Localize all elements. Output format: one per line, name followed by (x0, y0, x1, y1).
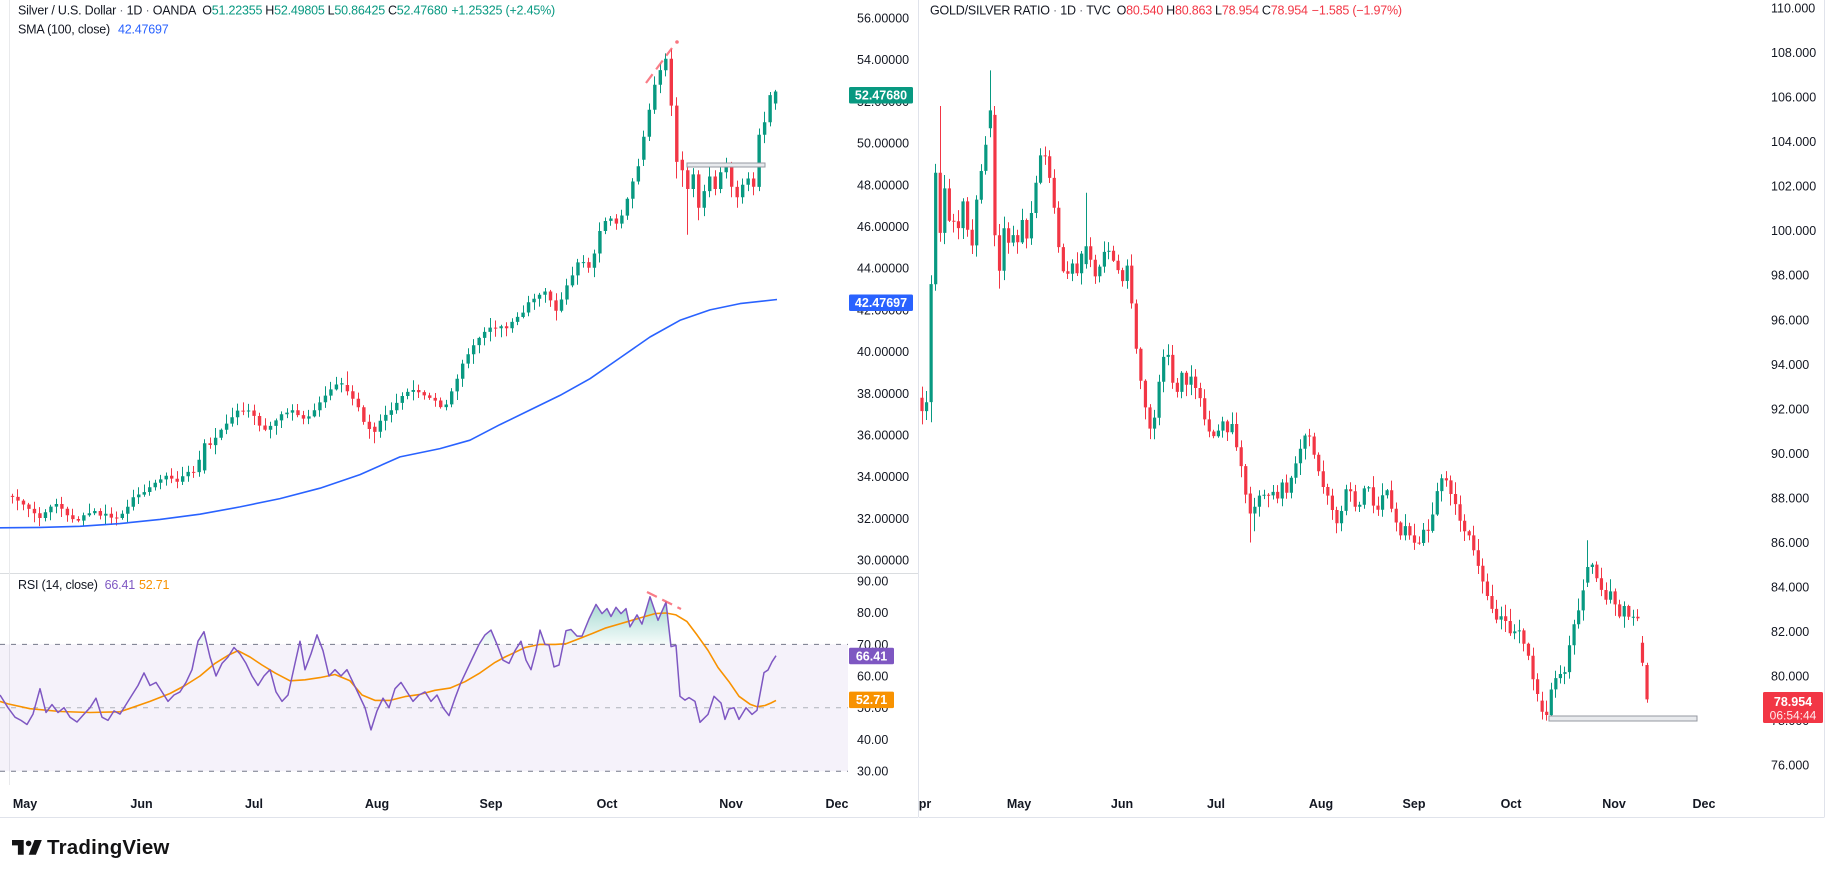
svg-text:106.000: 106.000 (1771, 91, 1816, 105)
svg-text:TradingView: TradingView (47, 836, 170, 859)
svg-text:Oct: Oct (597, 797, 619, 811)
svg-text:110.000: 110.000 (1771, 2, 1815, 16)
svg-text:SMA (100, close)42.47697: SMA (100, close) 42.47697 (18, 23, 169, 37)
svg-text:84.000: 84.000 (1771, 581, 1809, 595)
svg-text:Jul: Jul (1207, 797, 1225, 811)
svg-text:Dec: Dec (826, 797, 849, 811)
svg-text:40.00000: 40.00000 (857, 345, 909, 359)
svg-text:90.000: 90.000 (1771, 447, 1809, 461)
svg-text:Silver / U.S. Dollar · 1D · OA: Silver / U.S. Dollar · 1D · OANDA O51.223… (18, 4, 555, 18)
svg-text:Aug: Aug (365, 797, 389, 811)
svg-text:Oct: Oct (1501, 797, 1523, 811)
svg-text:92.000: 92.000 (1771, 402, 1809, 416)
svg-text:88.000: 88.000 (1771, 491, 1809, 505)
svg-text:30.00000: 30.00000 (857, 554, 909, 568)
svg-text:80.000: 80.000 (1771, 670, 1809, 684)
svg-text:May: May (1007, 797, 1031, 811)
svg-text:38.00000: 38.00000 (857, 387, 909, 401)
svg-text:36.00000: 36.00000 (857, 429, 909, 443)
svg-text:98.000: 98.000 (1771, 269, 1809, 283)
svg-text:06:54:44: 06:54:44 (1770, 709, 1817, 723)
svg-text:Jun: Jun (1111, 797, 1133, 811)
svg-text:100.000: 100.000 (1771, 224, 1816, 238)
svg-text:32.00000: 32.00000 (857, 512, 909, 526)
svg-text:May: May (13, 797, 37, 811)
svg-text:50.00000: 50.00000 (857, 137, 909, 151)
svg-text:86.000: 86.000 (1771, 536, 1809, 550)
svg-text:80.00: 80.00 (857, 606, 888, 620)
svg-text:52.47680: 52.47680 (855, 89, 907, 103)
svg-text:44.00000: 44.00000 (857, 262, 909, 276)
svg-text:Nov: Nov (719, 797, 743, 811)
svg-text:104.000: 104.000 (1771, 135, 1816, 149)
svg-text:Jul: Jul (245, 797, 263, 811)
svg-text:42.47697: 42.47697 (855, 296, 907, 310)
svg-text:54.00000: 54.00000 (857, 53, 909, 67)
svg-text:78.954: 78.954 (1774, 695, 1812, 709)
svg-text:108.000: 108.000 (1771, 46, 1816, 60)
svg-text:82.000: 82.000 (1771, 625, 1809, 639)
svg-text:94.000: 94.000 (1771, 358, 1809, 372)
svg-text:Aug: Aug (1309, 797, 1333, 811)
svg-text:Sep: Sep (1403, 797, 1426, 811)
svg-text:96.000: 96.000 (1771, 313, 1809, 327)
svg-text:90.00: 90.00 (857, 575, 888, 589)
svg-text:40.00: 40.00 (857, 733, 888, 747)
svg-text:102.000: 102.000 (1771, 180, 1816, 194)
svg-text:Jun: Jun (130, 797, 152, 811)
svg-text:52.71: 52.71 (856, 693, 887, 707)
svg-text:Sep: Sep (480, 797, 503, 811)
svg-text:Dec: Dec (1693, 797, 1716, 811)
svg-text:Nov: Nov (1602, 797, 1626, 811)
svg-text:48.00000: 48.00000 (857, 178, 909, 192)
svg-text:76.000: 76.000 (1771, 759, 1809, 773)
svg-text:56.00000: 56.00000 (857, 12, 909, 26)
svg-text:30.00: 30.00 (857, 765, 888, 779)
svg-text:pr: pr (919, 797, 932, 811)
svg-text:66.41: 66.41 (856, 649, 887, 663)
svg-text:46.00000: 46.00000 (857, 220, 909, 234)
svg-text:34.00000: 34.00000 (857, 470, 909, 484)
svg-text:60.00: 60.00 (857, 670, 888, 684)
